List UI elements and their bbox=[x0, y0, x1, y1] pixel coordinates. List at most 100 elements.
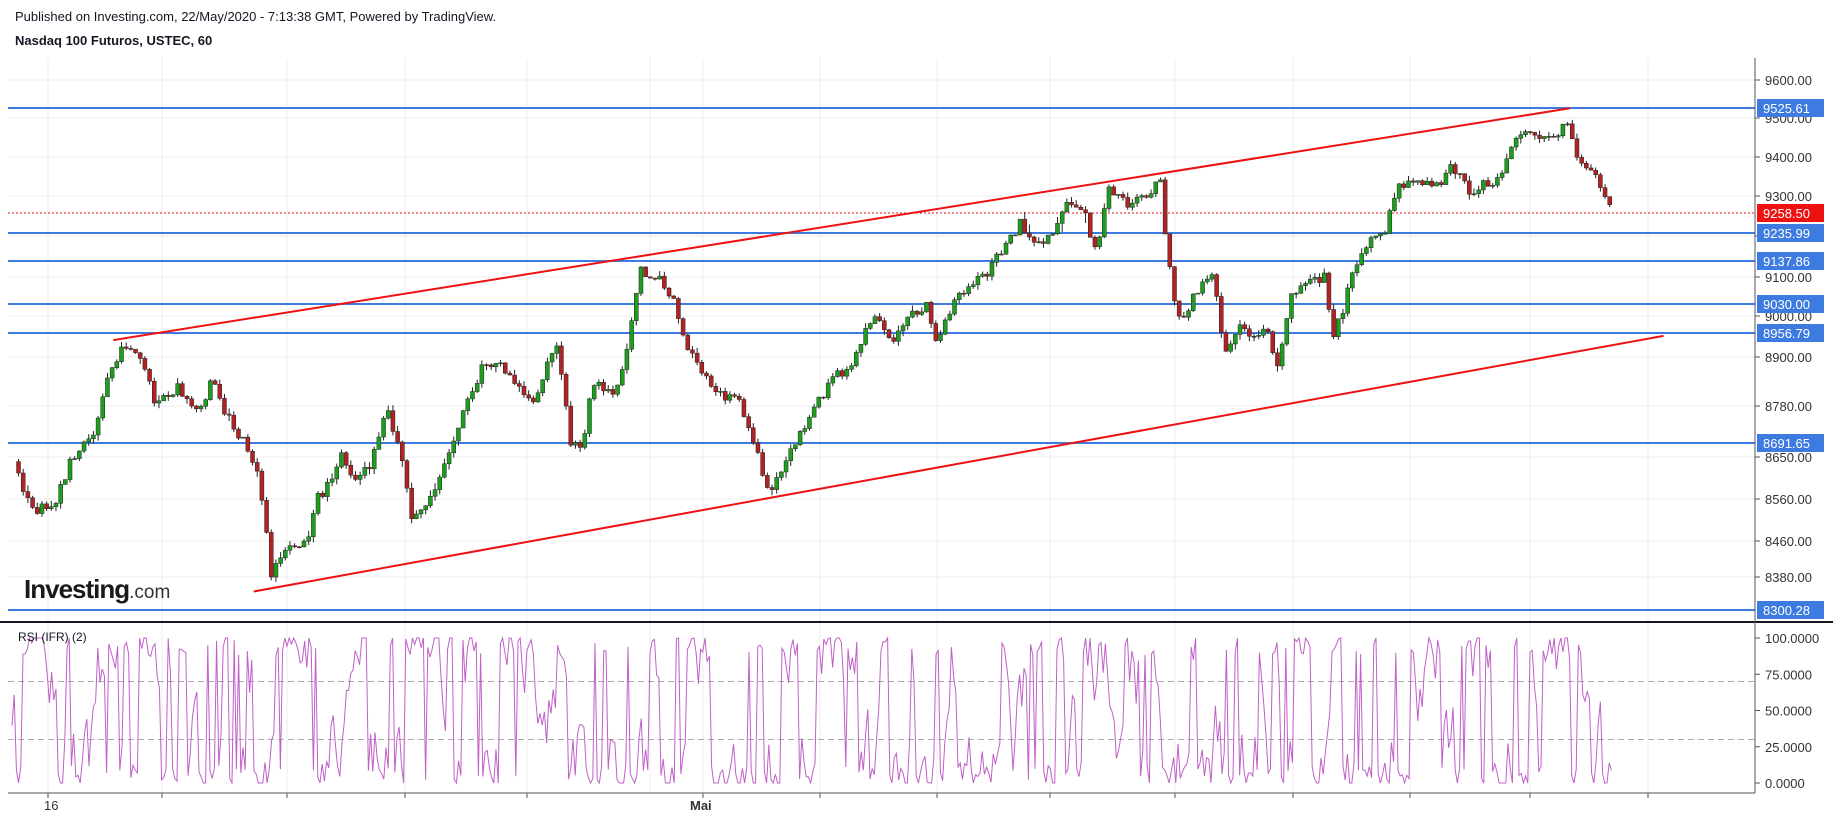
candle-body-98 bbox=[474, 383, 480, 392]
candle-body-215 bbox=[1022, 218, 1027, 234]
candle-body-112 bbox=[540, 379, 545, 393]
level-label-1: 9235.99 bbox=[1763, 226, 1810, 241]
candle-body-92 bbox=[446, 452, 452, 465]
candle-body-65 bbox=[320, 492, 325, 497]
candle-body-335 bbox=[1584, 162, 1589, 169]
candle-body-231 bbox=[1097, 236, 1102, 248]
candle-body-277 bbox=[1312, 277, 1318, 280]
candle-body-305 bbox=[1443, 172, 1449, 185]
candle-body-252 bbox=[1195, 292, 1201, 295]
candle-body-262 bbox=[1242, 324, 1247, 330]
candle-body-68 bbox=[334, 466, 340, 480]
candle-body-82 bbox=[400, 441, 405, 462]
rsi-tick-label-0: 0.0000 bbox=[1765, 776, 1805, 791]
candle-body-258 bbox=[1223, 332, 1229, 352]
candle-body-2 bbox=[25, 491, 31, 498]
candle-body-176 bbox=[839, 370, 845, 377]
candle-body-3 bbox=[30, 497, 35, 508]
candle-body-194 bbox=[924, 302, 929, 313]
candle-body-164 bbox=[783, 460, 789, 473]
axis-labels: 8380.00 8460.00 8560.00 8650.00 8780.00 8900.… bbox=[44, 73, 1824, 813]
candle-body-39 bbox=[198, 405, 204, 410]
candle-body-57 bbox=[283, 549, 288, 559]
candle-body-291 bbox=[1378, 233, 1383, 237]
rsi-line bbox=[11, 636, 1612, 785]
candle-body-19 bbox=[105, 377, 110, 398]
candle-body-41 bbox=[208, 380, 213, 400]
candle-body-35 bbox=[180, 383, 185, 397]
candle-body-301 bbox=[1424, 180, 1430, 186]
candle-body-274 bbox=[1298, 285, 1304, 294]
candle-body-265 bbox=[1256, 334, 1261, 337]
candle-body-315 bbox=[1490, 185, 1495, 187]
candle-body-125 bbox=[601, 382, 606, 392]
level-label-bg-6 bbox=[1757, 601, 1824, 619]
candle-body-133 bbox=[638, 266, 644, 294]
price-tick-label-0: 8380.00 bbox=[1765, 570, 1812, 585]
candle-body-135 bbox=[648, 276, 653, 279]
candle-body-188 bbox=[896, 330, 901, 342]
candle-body-321 bbox=[1518, 134, 1524, 139]
candle-body-115 bbox=[554, 345, 559, 354]
candle-body-336 bbox=[1588, 167, 1594, 171]
candle-body-340 bbox=[1607, 196, 1612, 205]
candle-body-172 bbox=[821, 396, 826, 399]
candle-body-91 bbox=[442, 463, 447, 478]
candle-body-299 bbox=[1415, 180, 1421, 183]
candle-body-284 bbox=[1345, 287, 1350, 314]
candle-body-12 bbox=[72, 458, 77, 460]
candle-body-220 bbox=[1045, 234, 1051, 244]
candle-body-158 bbox=[755, 442, 761, 453]
candle-body-124 bbox=[596, 382, 602, 386]
candle-body-182 bbox=[868, 323, 873, 329]
candle-body-8 bbox=[53, 503, 59, 507]
candle-body-278 bbox=[1317, 277, 1322, 283]
candle-body-44 bbox=[222, 398, 227, 415]
candle-body-29 bbox=[152, 380, 157, 404]
trendline-lower bbox=[253, 334, 1664, 593]
candle-body-61 bbox=[301, 540, 307, 548]
candle-body-304 bbox=[1439, 182, 1444, 185]
candle-body-157 bbox=[751, 427, 756, 444]
candle-body-189 bbox=[900, 325, 906, 332]
candle-body-184 bbox=[877, 316, 882, 321]
candle-body-202 bbox=[961, 292, 967, 295]
candle-body-296 bbox=[1401, 183, 1407, 188]
candle-body-204 bbox=[971, 284, 976, 287]
logo-domain: .com bbox=[129, 582, 171, 603]
candle-body-42 bbox=[212, 380, 218, 385]
candle-body-239 bbox=[1134, 196, 1140, 204]
candle-body-122 bbox=[587, 398, 592, 434]
candle-body-128 bbox=[615, 384, 620, 395]
candle-body-219 bbox=[1041, 241, 1046, 244]
candle-body-54 bbox=[269, 532, 274, 578]
candle-body-62 bbox=[306, 536, 311, 542]
candle-body-43 bbox=[217, 384, 223, 399]
candle-body-10 bbox=[63, 479, 68, 485]
candle-body-71 bbox=[348, 464, 354, 476]
candle-body-28 bbox=[147, 369, 152, 382]
candle-body-123 bbox=[591, 385, 597, 400]
price-tick-label-7: 9100.00 bbox=[1765, 270, 1812, 285]
candle-body-267 bbox=[1265, 328, 1271, 332]
candle-body-275 bbox=[1303, 283, 1308, 286]
candle-body-331 bbox=[1565, 123, 1570, 126]
candle-body-67 bbox=[329, 478, 335, 483]
price-tick-label-5: 8900.00 bbox=[1765, 350, 1812, 365]
candle-body-196 bbox=[933, 323, 939, 341]
candle-body-195 bbox=[928, 302, 934, 324]
level-label-bg-5 bbox=[1757, 434, 1824, 452]
candle-body-166 bbox=[793, 444, 798, 449]
candle-body-245 bbox=[1162, 179, 1168, 235]
candle-body-317 bbox=[1499, 172, 1505, 178]
candle-body-141 bbox=[676, 298, 681, 319]
candle-body-205 bbox=[975, 276, 981, 286]
candle-body-247 bbox=[1172, 266, 1177, 302]
rsi-panel bbox=[8, 636, 1755, 785]
candle-body-228 bbox=[1083, 209, 1088, 214]
trendline-upper bbox=[113, 107, 1571, 342]
candle-body-117 bbox=[563, 374, 569, 407]
candle-body-187 bbox=[891, 337, 896, 342]
candle-body-33 bbox=[170, 394, 176, 397]
